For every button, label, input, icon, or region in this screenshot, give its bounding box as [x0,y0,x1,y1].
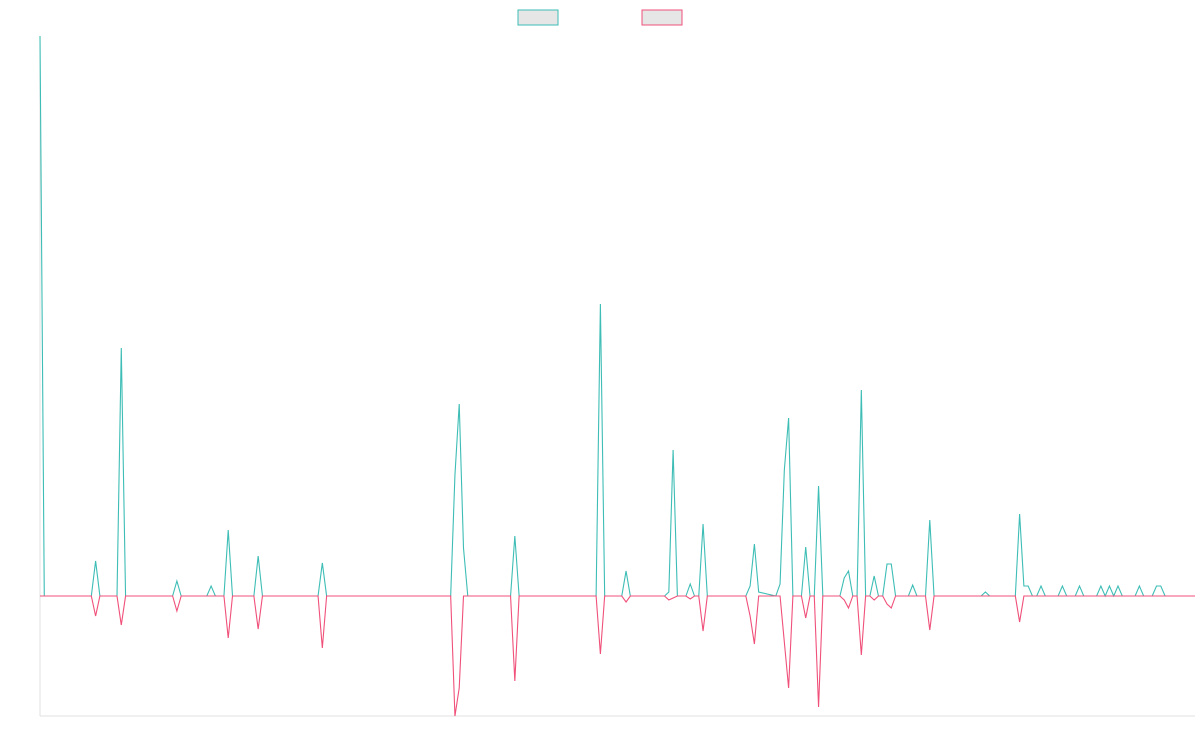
legend-swatch [641,9,683,26]
line-series [39,35,1195,598]
legend-swatch [517,9,559,26]
line-series [40,595,1195,717]
